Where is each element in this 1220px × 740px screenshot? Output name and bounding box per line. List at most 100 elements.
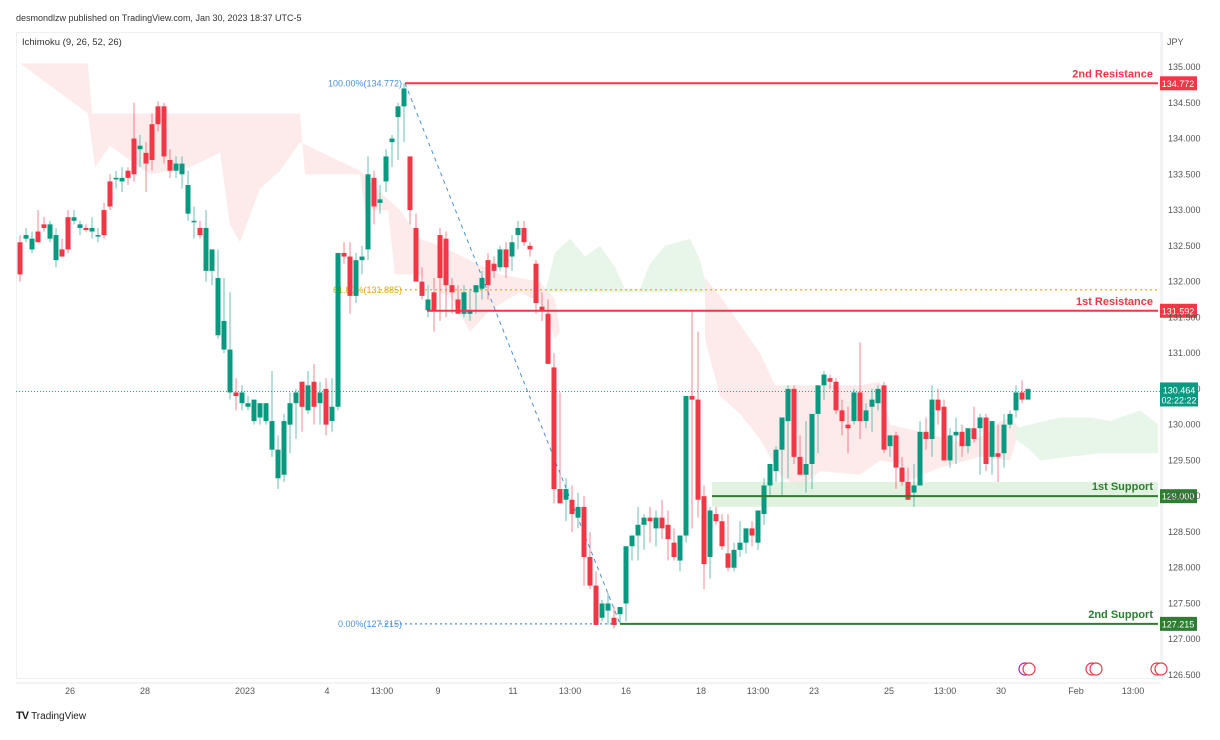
candle-body [449,285,455,293]
candle-body [509,242,515,257]
candle-body [107,181,113,207]
x-axis-tick: 2023 [235,686,255,696]
candle-body [797,456,803,475]
candle-body [17,242,23,275]
y-axis-tick: 129.000 [1168,491,1201,501]
candle-body [113,177,119,180]
candle-body [821,374,827,386]
economic-event-icon[interactable] [1089,662,1103,676]
candle-body [779,417,785,450]
candle-body [893,435,899,468]
candle-body [683,396,689,536]
candle-body [137,145,143,150]
price-tag [1160,616,1197,631]
candle-body [653,517,659,529]
x-axis-tick: 9 [435,686,440,696]
candle-body [827,378,833,382]
price-tag-value: 134.772 [1162,79,1195,89]
candle-body [167,159,173,171]
candle-body [173,163,179,171]
candle-body [1001,424,1007,454]
candle-body [563,489,569,500]
candle-body [989,421,995,457]
y-axis-tick: 128.000 [1168,563,1201,573]
candle-body [809,413,815,464]
candle-body [263,403,269,422]
y-axis-tick: 132.000 [1168,277,1201,287]
price-tag-value: 131.592 [1162,306,1195,316]
candle-body [587,556,593,586]
candle-body [623,546,629,604]
candle-body [395,106,401,118]
candle-body [875,388,881,404]
candle-body [665,524,671,540]
ichimoku-cloud-bearish-right [705,278,1020,489]
candle-body [89,227,95,232]
candle-body [161,106,167,157]
candle-body [485,260,491,286]
candle-body [473,285,479,293]
candle-body [581,506,587,557]
candle-body [245,403,251,407]
candle-body [707,510,713,557]
candle-body [881,385,887,450]
y-axis-tick: 135.000 [1168,62,1201,72]
candle-body [1019,392,1025,400]
candle-body [23,235,29,239]
y-axis-tick: 133.500 [1168,169,1201,179]
x-axis-tick: 11 [508,686,517,696]
candle-body [503,249,509,268]
candle-body [737,542,743,550]
candle-body [185,185,191,214]
candle-body [689,396,695,400]
candle-body [887,435,893,447]
candle-body [641,517,647,525]
price-chart[interactable]: 100.00%(134.772) 61.80%(131.885) 0.00%(127… [0,0,1220,700]
x-axis-tick: 13:00 [747,686,770,696]
candle-body [515,227,521,236]
candle-body [947,435,953,461]
candle-body [803,463,809,475]
candle-body [911,485,917,493]
candle-body [719,521,725,547]
candle-body [731,549,737,568]
candle-body [305,385,311,411]
candle-body [317,392,323,404]
indicator-legend[interactable]: Ichimoku (9, 26, 52, 26) [22,37,122,48]
x-axis-tick: 18 [696,686,706,696]
candle-body [1013,392,1019,411]
tradingview-footer[interactable]: TV TradingView [16,710,86,722]
x-axis-tick: 26 [65,686,75,696]
candle-body [995,453,1001,457]
x-axis-tick: 28 [140,686,150,696]
candle-body [269,421,275,450]
support-zone [712,481,1158,507]
y-axis-tick: 132.500 [1168,241,1201,251]
candle-body [605,603,611,611]
candle-body [413,227,419,282]
candle-body [845,424,851,429]
candle-body [599,603,605,618]
economic-event-icon[interactable] [1154,662,1168,676]
candle-body [149,124,155,160]
ichimoku-cloud-bearish [20,63,560,339]
candle-body [437,235,443,279]
candle-body [29,238,35,250]
tradingview-logo-icon: TV [16,710,29,722]
price-tag [1160,76,1197,91]
candle-body [593,585,599,625]
candle-body [533,263,539,304]
candle-body [281,421,287,475]
economic-event-icon[interactable] [1022,662,1036,676]
candle-body [401,88,407,107]
candle-body [275,449,281,479]
last-price-tag [1160,382,1198,407]
candle-body [467,310,473,314]
candle-body [791,388,797,457]
candle-body [953,431,959,436]
candle-body [311,381,317,407]
candle-body [293,392,299,404]
candle-body [839,410,845,422]
resistance-label: 2nd Resistance [1072,68,1153,80]
candle-body [629,535,635,547]
